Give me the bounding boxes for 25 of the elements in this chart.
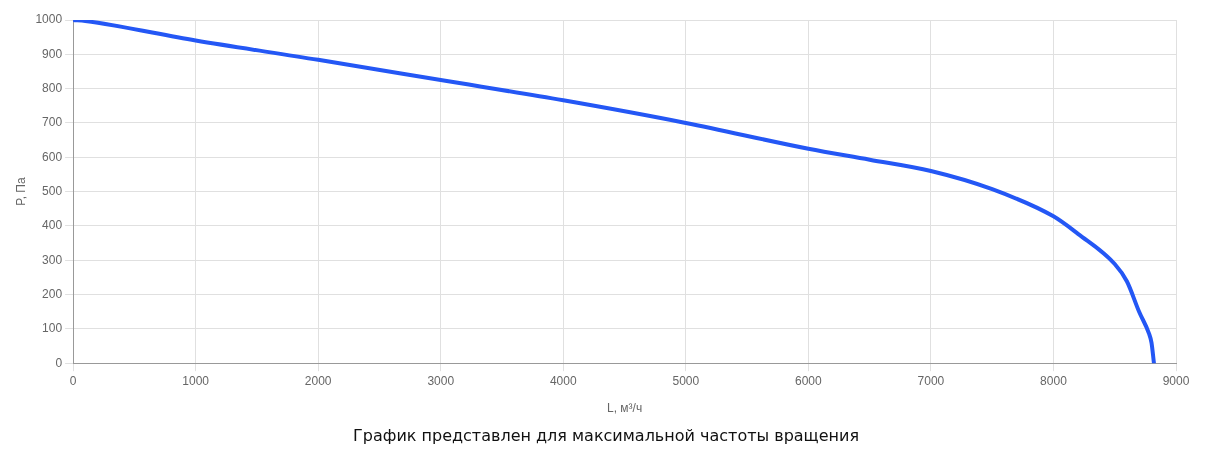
- y-tick-label: 300: [42, 252, 63, 267]
- y-tick-label: 700: [42, 115, 63, 130]
- x-tick-label: 3000: [427, 373, 455, 388]
- x-tick-label: 9000: [1162, 373, 1190, 388]
- y-tick-label: 900: [42, 46, 63, 61]
- y-tick-label: 100: [42, 321, 63, 336]
- x-tick-label: 1000: [182, 373, 210, 388]
- x-tick-label: 2000: [304, 373, 332, 388]
- line-series: [73, 20, 1156, 364]
- y-tick-label: 600: [42, 149, 63, 164]
- x-tick-label: 4000: [549, 373, 577, 388]
- x-tick-label: 0: [69, 373, 77, 388]
- x-tick-label: 6000: [795, 373, 823, 388]
- x-tick-label: 8000: [1040, 373, 1068, 388]
- x-axis-title: L, м³/ч: [606, 401, 643, 416]
- y-tick-label: 200: [42, 286, 63, 301]
- text: График представлен для максимальной частоты вращения: [352, 426, 860, 445]
- y-axis-title: P, Па: [13, 177, 28, 206]
- y-tick-label: 0: [55, 355, 63, 370]
- x-tick-label: 7000: [917, 373, 945, 388]
- y-tick-label: 500: [42, 183, 63, 198]
- y-tick-label: 1000: [35, 12, 63, 27]
- y-tick-label: 800: [42, 80, 63, 95]
- y-tick-label: 400: [42, 218, 63, 233]
- x-tick-label: 5000: [672, 373, 700, 388]
